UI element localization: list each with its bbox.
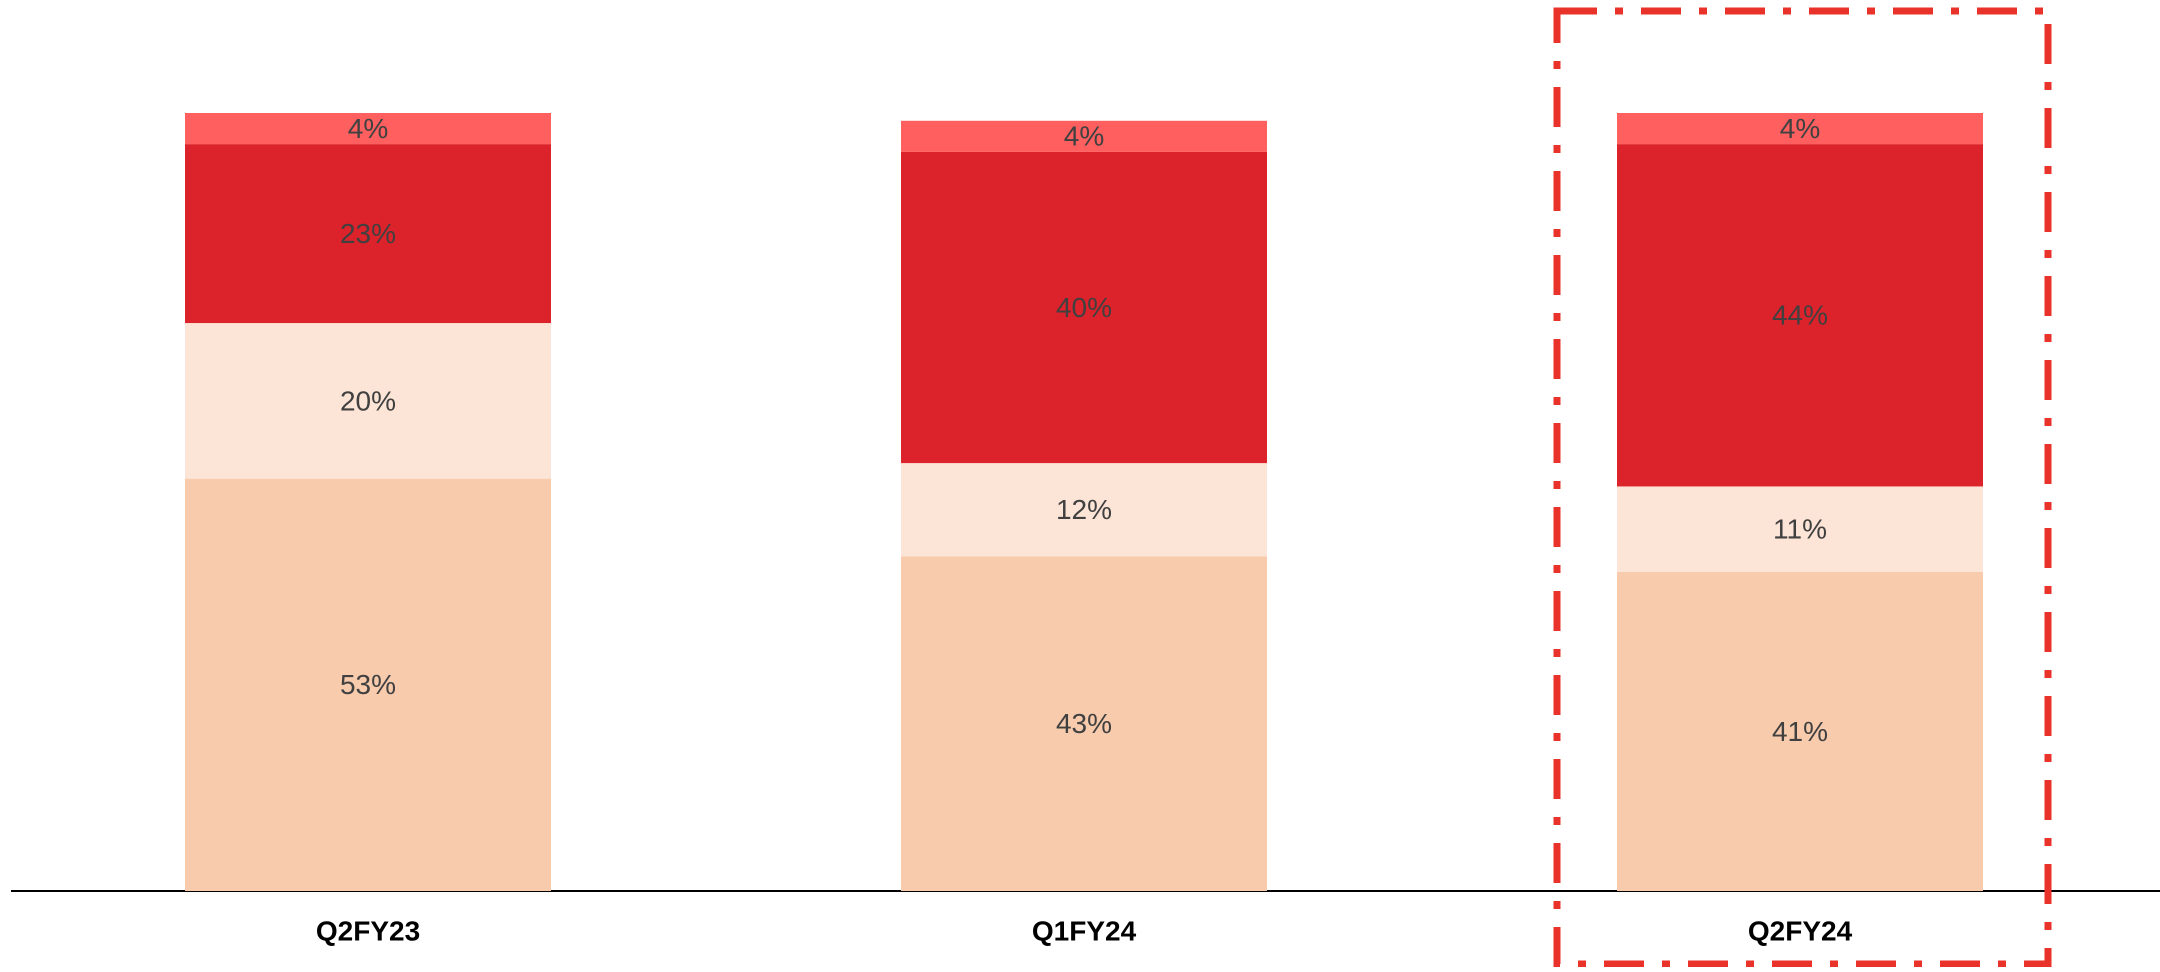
data-label: 20%: [340, 385, 396, 416]
data-label: 40%: [1056, 292, 1112, 323]
bar-segment: [185, 113, 551, 145]
bar-segment: [1617, 572, 1983, 891]
x-tick-label: Q2FY23: [316, 915, 420, 946]
data-label: 23%: [340, 218, 396, 249]
bar-segment: [185, 144, 551, 324]
data-label: 4%: [1064, 121, 1104, 152]
x-tick-label: Q1FY24: [1032, 915, 1137, 946]
data-label: 12%: [1056, 494, 1112, 525]
data-label: 41%: [1772, 716, 1828, 747]
data-label: 44%: [1772, 300, 1828, 331]
data-label: 53%: [340, 669, 396, 700]
data-label: 43%: [1056, 708, 1112, 739]
bar-segment: [901, 463, 1267, 557]
highlight-box: [1553, 7, 2052, 968]
bar-segment: [185, 478, 551, 891]
bar-segment: [901, 120, 1267, 152]
bar-segment: [185, 323, 551, 479]
bar-segment: [901, 151, 1267, 464]
bar-segment: [901, 556, 1267, 891]
bar-segment: [1617, 113, 1983, 145]
bar-segment: [1617, 144, 1983, 487]
data-label: 4%: [348, 113, 388, 144]
data-label: 11%: [1773, 514, 1827, 545]
bar-segment: [1617, 486, 1983, 573]
data-label: 4%: [1780, 113, 1820, 144]
x-tick-label: Q2FY24: [1748, 915, 1853, 946]
